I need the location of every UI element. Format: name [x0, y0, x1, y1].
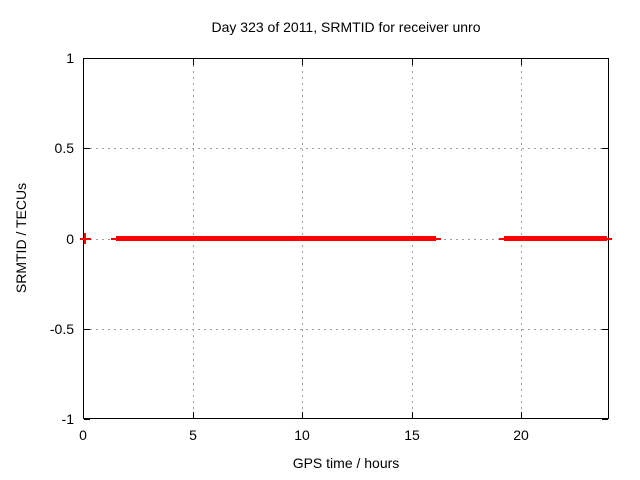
y-gridline: [84, 329, 608, 330]
x-tick-mark: [412, 412, 413, 418]
y-tick-mark: [84, 329, 90, 330]
x-tick-mark: [412, 59, 413, 65]
x-axis-label: GPS time / hours: [292, 455, 400, 471]
x-tick-mark: [521, 59, 522, 65]
y-tick-mark: [84, 148, 90, 149]
series-line-segment: [503, 236, 607, 241]
y-tick-mark: [602, 419, 608, 420]
y-tick-label: -0.5: [49, 321, 74, 337]
y-tick-mark: [602, 329, 608, 330]
x-tick-label: 20: [513, 427, 529, 443]
chart-title: Day 323 of 2011, SRMTID for receiver unr…: [211, 19, 481, 35]
x-tick-mark: [83, 412, 84, 418]
x-tick-mark: [193, 59, 194, 65]
y-axis-label: SRMTID / TECUs: [13, 182, 29, 294]
x-tick-label: 15: [404, 427, 420, 443]
y-tick-mark: [602, 58, 608, 59]
x-tick-mark: [83, 59, 84, 65]
x-tick-mark: [302, 412, 303, 418]
y-tick-mark: [84, 58, 90, 59]
y-gridline: [84, 148, 608, 149]
x-tick-mark: [521, 412, 522, 418]
y-tick-label: 0.5: [54, 140, 74, 156]
y-tick-mark: [84, 239, 90, 240]
x-tick-label: 0: [79, 427, 87, 443]
y-tick-mark: [84, 419, 90, 420]
series-line-segment: [115, 236, 436, 241]
y-tick-label: -1: [61, 411, 74, 427]
y-tick-label: 1: [66, 50, 74, 66]
x-tick-mark: [302, 59, 303, 65]
y-tick-mark: [602, 148, 608, 149]
x-tick-mark: [193, 412, 194, 418]
data-point-plus-marker: [84, 233, 87, 244]
x-tick-label: 10: [294, 427, 310, 443]
y-tick-label: 0: [66, 231, 74, 247]
x-tick-label: 5: [189, 427, 197, 443]
